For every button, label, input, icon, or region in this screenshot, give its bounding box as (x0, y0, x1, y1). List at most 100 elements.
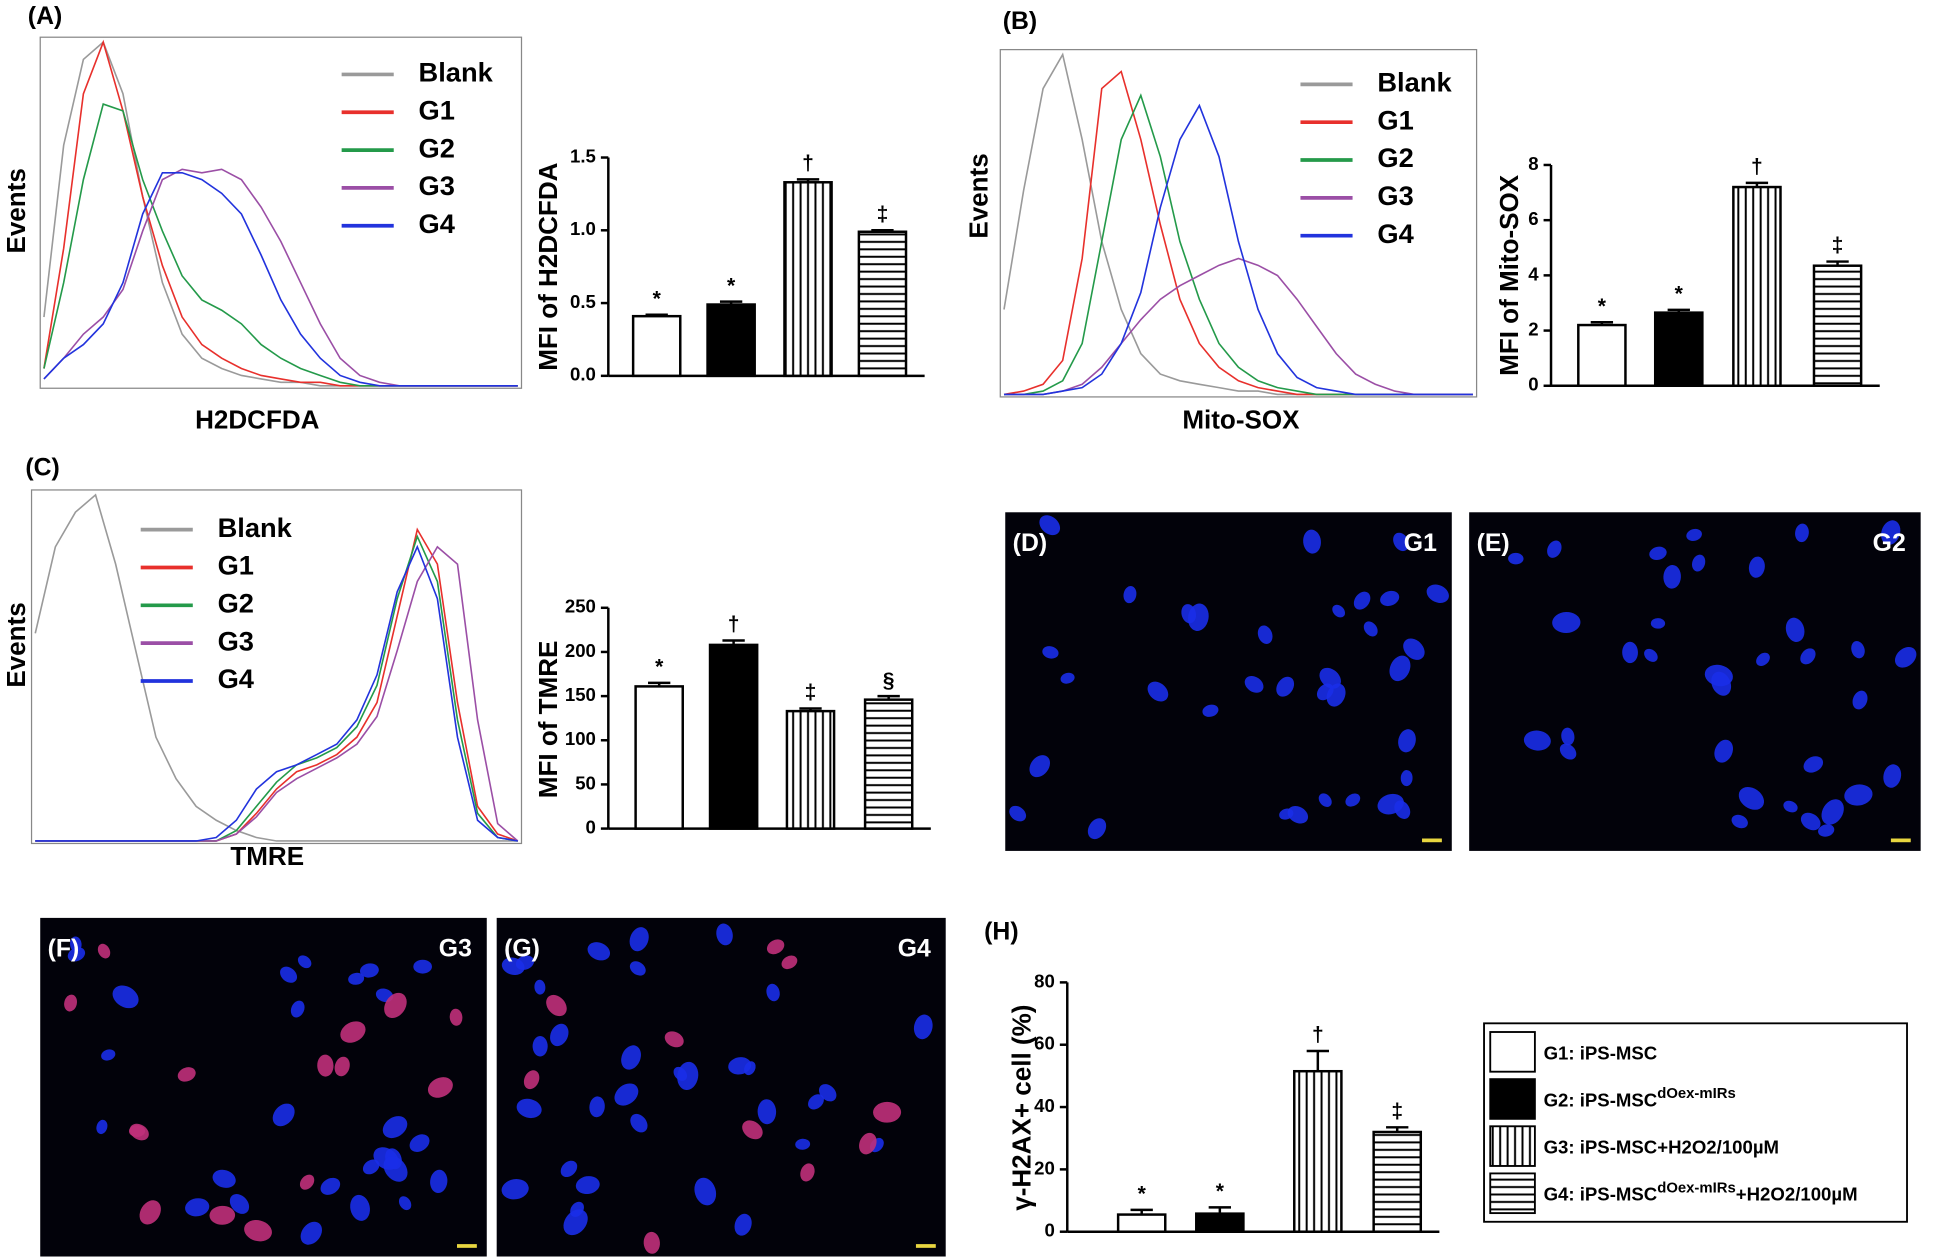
nucleus (1852, 690, 1868, 710)
significance-mark: ‡ (1391, 1100, 1403, 1123)
micrograph (40, 917, 487, 1257)
y-tick-label: 60 (1034, 1033, 1055, 1054)
nucleus (614, 1083, 639, 1106)
nucleus (1181, 604, 1197, 624)
nucleus (734, 1213, 752, 1236)
nucleus (1686, 528, 1702, 541)
legend-label: G3 (1377, 180, 1413, 211)
y-tick-label: 4 (1528, 263, 1539, 284)
nucleus (1821, 799, 1844, 825)
nucleus (1039, 515, 1061, 536)
nucleus (1649, 546, 1667, 561)
legend-label: G3 (419, 170, 455, 201)
histogram-line (1004, 103, 1473, 396)
significance-mark: † (728, 613, 740, 636)
nucleus (1123, 586, 1137, 604)
group-label: G1 (1404, 530, 1437, 557)
nucleus (1785, 617, 1805, 642)
legend-superscript: dOex-mIRs (1657, 1180, 1736, 1196)
legend-swatch (1489, 1031, 1536, 1073)
legend-text: G4: iPS-MSC (1544, 1184, 1658, 1205)
nucleus (621, 1045, 641, 1070)
nucleus (1508, 552, 1524, 565)
legend-label: G3 (218, 625, 254, 656)
bar (783, 181, 833, 378)
y-axis-label: Events (1, 168, 31, 253)
y-tick-label: 0 (1528, 374, 1538, 395)
legend-label: Blank (218, 512, 293, 543)
histogram-line (35, 545, 519, 842)
nucleus (677, 1061, 699, 1090)
panel-label: (F) (48, 936, 80, 963)
nucleus (449, 1008, 463, 1026)
significance-mark: † (1751, 156, 1763, 179)
nucleus (1783, 800, 1798, 813)
legend-label: Blank (419, 57, 494, 88)
nucleus (1303, 529, 1321, 554)
nucleus (129, 1123, 149, 1141)
legend-superscript: dOex-mIRs (1657, 1086, 1736, 1102)
bar (1293, 1069, 1343, 1233)
nucleus (781, 955, 798, 970)
nucleus (185, 1198, 210, 1217)
nucleus (766, 939, 785, 955)
nucleus (1650, 618, 1666, 629)
nucleus (320, 1177, 341, 1195)
legend-label: G1 (419, 94, 455, 125)
y-axis-label: Events (963, 153, 993, 238)
nucleus (587, 942, 611, 961)
nucleus (1803, 756, 1824, 773)
histogram-line (1004, 257, 1473, 396)
nucleus (766, 983, 780, 1002)
legend-text: +H2O2/100µM (1736, 1184, 1858, 1205)
nucleus (1714, 739, 1733, 763)
significance-mark: † (802, 152, 814, 175)
nucleus (67, 947, 86, 962)
histogram-line (43, 171, 518, 387)
nucleus (1704, 664, 1733, 687)
nucleus (362, 1159, 380, 1175)
significance-mark: * (1138, 1183, 1147, 1206)
nucleus (742, 1120, 763, 1140)
y-tick-label: 0.0 (570, 364, 596, 385)
significance-mark: * (1675, 283, 1684, 306)
nucleus (317, 1054, 334, 1077)
nucleus (1883, 764, 1902, 788)
legend-frame (1483, 1022, 1908, 1223)
nucleus (382, 1116, 408, 1139)
nucleus (383, 1156, 408, 1182)
panel-label: (D) (1013, 530, 1047, 557)
nucleus (1795, 523, 1809, 543)
nucleus (1244, 675, 1264, 693)
y-tick-label: 100 (565, 728, 596, 749)
y-tick-label: 0.5 (570, 291, 596, 312)
legend-label: G2: iPS-MSCdOex-mIRs (1544, 1086, 1736, 1110)
legend-label: G4 (1377, 218, 1414, 249)
nucleus (409, 1134, 430, 1152)
y-tick-label: 6 (1528, 208, 1538, 229)
legend-swatch (1489, 1172, 1536, 1215)
nucleus (1894, 647, 1917, 668)
significance-mark: * (655, 656, 664, 679)
nucleus (1029, 755, 1051, 778)
legend-text: G1: iPS-MSC (1544, 1042, 1658, 1063)
nucleus (430, 1169, 448, 1194)
y-axis-label: MFI of Mito-SOX (1494, 174, 1524, 376)
legend-label: G1 (218, 550, 254, 581)
bar (1577, 323, 1627, 388)
legend-label: G4: iPS-MSCdOex-mIRs+H2O2/100µM (1544, 1180, 1858, 1204)
bar (857, 230, 908, 378)
nucleus (570, 1201, 584, 1217)
nucleus (1332, 604, 1346, 618)
nucleus (413, 959, 432, 974)
nucleus (1559, 743, 1577, 760)
nucleus (209, 1205, 236, 1225)
nucleus (694, 1177, 717, 1206)
legend-swatch (1489, 1125, 1536, 1167)
bar (1195, 1212, 1245, 1233)
y-axis-label: γ-H2AX+ cell (%) (1007, 1005, 1037, 1211)
nucleus (589, 1096, 605, 1118)
nucleus (1276, 676, 1295, 697)
nucleus (244, 1220, 272, 1242)
